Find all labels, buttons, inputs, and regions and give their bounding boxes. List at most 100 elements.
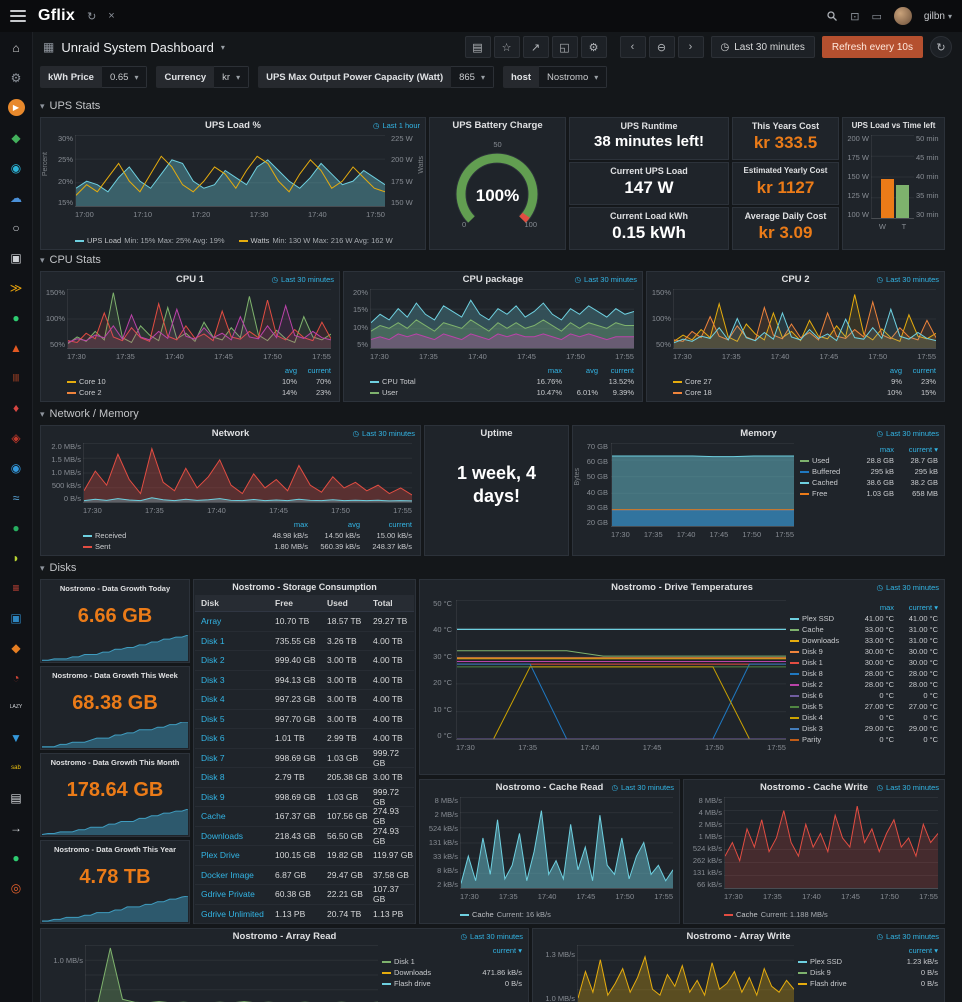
disk-link[interactable]: Disk 1 [201, 635, 225, 646]
settings-button[interactable]: ⚙ [580, 36, 607, 58]
sidebar-github-app-icon[interactable]: ● [12, 850, 20, 865]
sidebar-red-grid-app-icon[interactable]: ◈ [11, 430, 21, 445]
legend-item[interactable]: Cache Current: 1.188 MB/s [724, 910, 828, 919]
legend-row[interactable]: Disk 9 30.00 °C 30.00 °C [790, 646, 938, 657]
panel-title[interactable]: Nostromo - Data Growth Today [59, 584, 171, 593]
panel-title-cache-read[interactable]: Nostromo - Cache Read [495, 782, 604, 793]
user-menu[interactable]: gilbn ▾ [923, 10, 952, 22]
sidebar-plex-app-icon[interactable]: ≫ [9, 280, 23, 295]
drive-temperatures-graph[interactable] [456, 600, 786, 740]
legend-row[interactable]: Flash drive 0 B/s [798, 978, 938, 989]
variable-value-dropdown[interactable]: 865 ▾ [451, 66, 494, 88]
sidebar-flame-app-icon[interactable]: ▲ [10, 340, 22, 355]
legend-header[interactable]: max [293, 520, 308, 529]
legend-row[interactable]: Core 2 14% 23% [67, 387, 331, 398]
legend-row[interactable]: User 10.47% 6.01% 9.39% [370, 387, 634, 398]
disk-link[interactable]: Disk 8 [201, 772, 225, 783]
variable-value-dropdown[interactable]: Nostromo ▾ [539, 66, 608, 88]
sidebar-lazy-app-icon[interactable]: LAZY [9, 704, 23, 710]
share-button[interactable]: ↗ [522, 36, 549, 58]
time-range-link[interactable]: ◷ Last 30 minutes [271, 275, 335, 284]
cache-write-graph[interactable] [724, 797, 938, 889]
column-header[interactable]: Used [327, 598, 348, 608]
network-graph[interactable] [83, 443, 412, 503]
sidebar-unraid-app-icon[interactable]: ||| [12, 372, 20, 382]
disk-link[interactable]: Disk 9 [201, 791, 225, 802]
time-back-button[interactable]: ‹ [619, 36, 646, 58]
panel-title[interactable]: Current Load kWh [610, 211, 688, 221]
bar-time-left[interactable] [896, 184, 910, 218]
menu-icon[interactable] [10, 10, 26, 22]
legend-header[interactable]: current ▾ [908, 445, 938, 454]
legend-row[interactable]: Cache 33.00 °C 31.00 °C [790, 624, 938, 635]
legend-row[interactable]: Core 27 9% 23% [673, 376, 936, 387]
sidebar-leaf-app-icon[interactable]: ● [12, 520, 20, 535]
legend-header[interactable]: max [547, 366, 562, 375]
disk-link[interactable]: Plex Drive [201, 850, 240, 861]
legend-row[interactable]: Downloads 33.00 °C 31.00 °C [790, 635, 938, 646]
memory-graph[interactable] [611, 443, 794, 527]
panel-title[interactable]: This Years Cost [751, 121, 820, 131]
panel-title-storage[interactable]: Nostromo - Storage Consumption [232, 582, 377, 592]
cpu-2-graph[interactable] [673, 289, 936, 349]
array-write-graph[interactable] [577, 945, 794, 1002]
save-button[interactable]: ◱ [551, 36, 578, 58]
time-range-link[interactable]: ◷ Last 30 minutes [876, 583, 940, 592]
sidebar-home-icon[interactable]: ⌂ [12, 40, 20, 55]
sidebar-diamond-app-icon[interactable]: ◆ [11, 640, 21, 655]
legend-row[interactable]: Downloads 471.86 kB/s [382, 967, 522, 978]
panel-title[interactable]: Nostromo - Data Growth This Week [52, 671, 178, 680]
column-header[interactable]: Disk [201, 598, 219, 608]
kiosk-close-icon[interactable]: × [108, 9, 115, 22]
row-cpu-stats[interactable]: ▾ CPU Stats [40, 254, 101, 266]
dashboard-picker-icon[interactable]: ▦ [43, 40, 55, 54]
legend-header[interactable]: current ▾ [492, 946, 522, 955]
legend-item[interactable]: Cache Current: 16 kB/s [460, 910, 551, 919]
legend-row[interactable]: Received 48.98 kB/s 14.50 kB/s 15.00 kB/s [83, 530, 412, 541]
legend-row[interactable]: Disk 2 28.00 °C 28.00 °C [790, 679, 938, 690]
sidebar-target-app-icon[interactable]: ◎ [10, 880, 22, 895]
sidebar-logout-icon[interactable]: → [10, 820, 22, 835]
legend-header[interactable]: current [912, 366, 936, 375]
disk-link[interactable]: Disk 4 [201, 694, 225, 705]
star-button[interactable]: ☆ [493, 36, 520, 58]
array-read-graph[interactable] [85, 945, 378, 1002]
refresh-interval-picker[interactable]: Refresh every 10s [821, 36, 923, 58]
cpu-1-graph[interactable] [67, 289, 331, 349]
sidebar-monitor-app-icon[interactable]: ▣ [10, 250, 22, 265]
sidebar-eye-app-icon[interactable]: ◉ [10, 460, 22, 475]
panel-title-ups-battery[interactable]: UPS Battery Charge [452, 120, 543, 131]
variable-value-dropdown[interactable]: 0.65 ▾ [101, 66, 148, 88]
sidebar-orange-play-app-icon[interactable]: ▶ [7, 99, 25, 116]
legend-header[interactable]: avg [347, 520, 360, 529]
sidebar-docker-app-icon[interactable]: ≈ [12, 490, 20, 505]
sidebar-green-cube-app-icon[interactable]: ◆ [11, 130, 21, 145]
legend-row[interactable]: Cached 38.6 GB 38.2 GB [800, 477, 938, 488]
column-header[interactable]: Total [373, 598, 393, 608]
legend-row[interactable]: Sent 1.80 MB/s 560.39 kB/s 248.37 kB/s [83, 541, 412, 552]
disk-link[interactable]: Docker Image [201, 869, 254, 880]
panel-title-array-read[interactable]: Nostromo - Array Read [232, 931, 337, 942]
legend-header[interactable]: current [307, 366, 331, 375]
disk-link[interactable]: Disk 3 [201, 674, 225, 685]
time-range-link[interactable]: ◷ Last 30 minutes [876, 932, 940, 941]
legend-row[interactable]: Plex SSD 41.00 °C 41.00 °C [790, 613, 938, 624]
time-range-picker[interactable]: ◷ Last 30 minutes [710, 36, 815, 58]
time-range-link[interactable]: ◷ Last 30 minutes [876, 429, 940, 438]
panel-title-network[interactable]: Network [211, 428, 250, 439]
legend-row[interactable]: Used 28.8 GB 28.7 GB [800, 455, 938, 466]
disk-link[interactable]: Cache [201, 811, 226, 822]
legend-row[interactable]: Disk 1 30.00 °C 30.00 °C [790, 657, 938, 668]
legend-row[interactable]: Disk 5 27.00 °C 27.00 °C [790, 701, 938, 712]
time-range-link[interactable]: ◷ Last 30 minutes [460, 932, 524, 941]
legend-row[interactable]: Disk 8 28.00 °C 28.00 °C [790, 668, 938, 679]
legend-item[interactable]: UPS Load Min: 15% Max: 25% Avg: 19% [75, 236, 225, 245]
panel-title[interactable]: Average Daily Cost [744, 211, 827, 221]
legend-header[interactable]: current [610, 366, 634, 375]
time-range-link[interactable]: ◷ Last 30 minutes [876, 275, 940, 284]
column-header[interactable]: Free [275, 598, 293, 608]
disk-link[interactable]: Gdrive Private [201, 889, 255, 900]
legend-header[interactable]: current ▾ [908, 946, 938, 955]
zoom-out-button[interactable]: ⊖ [648, 36, 675, 58]
